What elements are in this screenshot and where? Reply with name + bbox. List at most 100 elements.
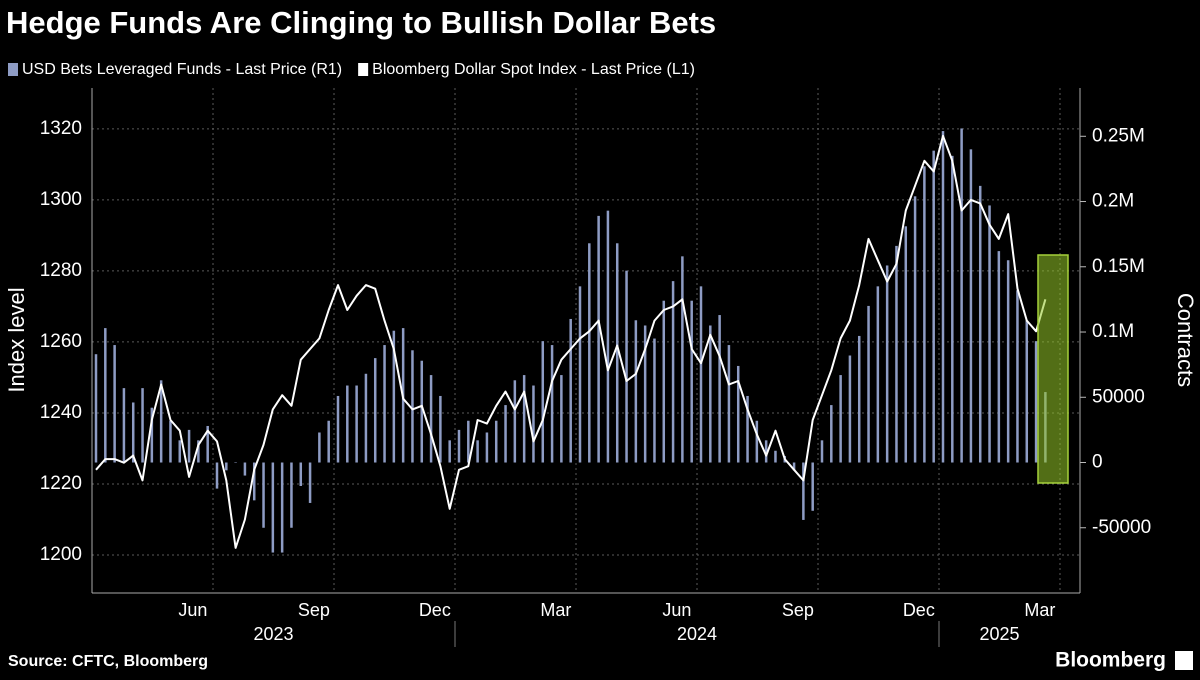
bar (755, 420, 759, 463)
legend-swatch (8, 63, 18, 76)
bar (169, 420, 172, 463)
y2-tick-label: 50000 (1092, 386, 1145, 407)
bar (513, 380, 517, 463)
bar (932, 150, 935, 463)
y2-tick-label: 0.15M (1092, 256, 1145, 277)
bar (476, 440, 479, 463)
bar (885, 265, 889, 463)
bar (411, 350, 414, 463)
bar (606, 210, 610, 463)
bar (941, 131, 945, 463)
bar (522, 375, 526, 463)
bar (159, 380, 163, 463)
bar (299, 462, 303, 486)
bar (336, 395, 340, 463)
y2-tick-label: 0.25M (1092, 125, 1145, 146)
bar (746, 395, 749, 463)
bar (197, 440, 200, 463)
legend-swatch (358, 63, 369, 76)
bar (625, 270, 628, 463)
bar (290, 462, 293, 528)
bar (457, 429, 461, 463)
bar (1025, 320, 1029, 463)
x-tick-label: Jun (662, 600, 691, 620)
x-tick-label: Sep (298, 600, 330, 620)
bar (308, 462, 312, 503)
x-tick-label: Sep (782, 600, 814, 620)
bar (895, 245, 898, 463)
y2-tick-label: 0 (1092, 452, 1103, 473)
bar (839, 375, 842, 463)
x-tick-label: Mar (540, 600, 571, 620)
bar (811, 462, 814, 511)
bar (113, 345, 116, 463)
bar (969, 149, 973, 463)
year-label: 2023 (253, 624, 293, 644)
bar (271, 462, 275, 553)
bar (923, 166, 926, 463)
highlight-box (1037, 254, 1069, 484)
bar (997, 251, 1001, 463)
bar (485, 432, 489, 463)
bar (774, 450, 777, 463)
y-tick-label: 1260 (40, 331, 82, 352)
bar (560, 375, 563, 463)
bar (448, 440, 451, 463)
legend-label: USD Bets Leveraged Funds - Last Price (R… (22, 61, 342, 78)
y-tick-label: 1300 (40, 189, 82, 210)
bar (662, 300, 666, 463)
y2-tick-label: 0.2M (1092, 191, 1134, 212)
bar (187, 429, 191, 463)
bar (671, 281, 675, 463)
bar (346, 385, 349, 463)
bar (960, 128, 963, 463)
y-tick-label: 1280 (40, 260, 82, 281)
bar (848, 355, 852, 463)
bar (252, 462, 256, 501)
bar (439, 395, 442, 463)
bar (653, 338, 656, 463)
bar (131, 402, 135, 463)
bar (643, 325, 647, 463)
bar (541, 341, 545, 463)
bar (467, 420, 470, 463)
y-tick-label: 1200 (40, 544, 82, 565)
bar (141, 388, 144, 463)
chart-title: Hedge Funds Are Clinging to Bullish Doll… (6, 5, 716, 40)
legend-label: Bloomberg Dollar Spot Index - Last Price… (372, 61, 695, 78)
x-tick-label: Mar (1024, 600, 1055, 620)
bar (1034, 341, 1038, 463)
y-tick-label: 1220 (40, 473, 82, 494)
bar (392, 330, 396, 463)
bar (951, 155, 954, 463)
bar (504, 405, 507, 463)
bar (634, 320, 638, 463)
bar (597, 215, 600, 463)
bar (978, 185, 982, 463)
bar (913, 196, 917, 463)
y-axis-label: Index level (4, 287, 29, 392)
brand-logo: Bloomberg (1055, 649, 1166, 672)
bar (588, 243, 591, 463)
bar (383, 345, 386, 463)
bar (802, 462, 805, 520)
bar (373, 358, 377, 463)
bar (355, 385, 358, 463)
y-tick-label: 1320 (40, 118, 82, 139)
bar (867, 305, 870, 463)
y2-axis-label: Contracts (1173, 293, 1198, 387)
bar (318, 432, 321, 463)
bar (225, 462, 228, 471)
y2-tick-label: 0.1M (1092, 321, 1134, 342)
x-tick-label: Dec (419, 600, 451, 620)
bar (243, 462, 247, 476)
bar (709, 325, 712, 463)
bar (122, 388, 126, 463)
bar (681, 256, 684, 463)
bar (280, 462, 284, 553)
year-label: 2024 (677, 624, 717, 644)
bar (690, 300, 693, 463)
bar (830, 405, 833, 463)
bar (578, 286, 582, 463)
